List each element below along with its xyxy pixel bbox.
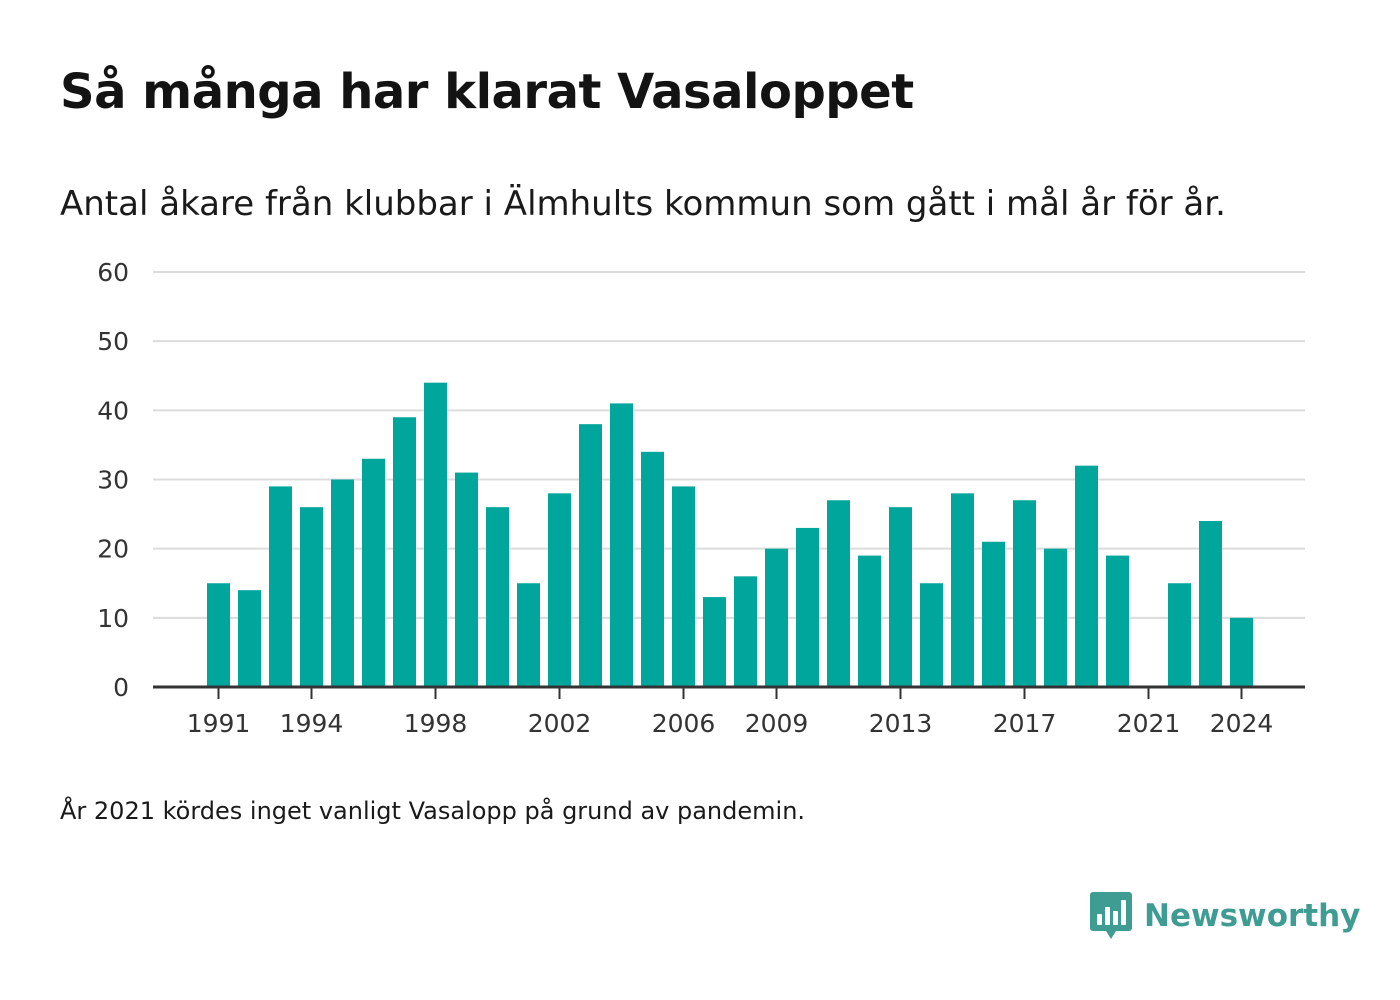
bar — [238, 590, 261, 687]
bar — [1199, 521, 1222, 687]
bar — [424, 382, 447, 687]
bar — [951, 493, 974, 687]
y-tick-label: 50 — [97, 327, 129, 356]
bar — [1044, 548, 1067, 687]
y-tick-label: 0 — [113, 673, 129, 702]
bar — [548, 493, 571, 687]
bar — [734, 576, 757, 687]
bar — [610, 403, 633, 687]
y-tick-label: 20 — [97, 535, 129, 564]
bar — [1168, 583, 1191, 687]
bar — [579, 424, 602, 687]
bar — [796, 527, 819, 687]
chart-subtitle: Antal åkare från klubbar i Älmhults komm… — [60, 184, 1226, 224]
bar-chart: 0 10 20 30 40 50 60 1991 1994 1998 2002 2006 2009 201… — [97, 258, 1305, 738]
x-tick-label: 2006 — [652, 709, 716, 738]
x-tick-label: 2013 — [869, 709, 933, 738]
bar — [517, 583, 540, 687]
y-tick-label: 60 — [97, 258, 129, 287]
bar — [1013, 500, 1036, 687]
y-tick-label: 40 — [97, 396, 129, 425]
bar — [486, 507, 509, 687]
x-tick-label: 1991 — [187, 709, 251, 738]
bar — [455, 472, 478, 687]
newsworthy-logo-icon — [1090, 892, 1132, 939]
bar — [1230, 617, 1253, 687]
bar — [207, 583, 230, 687]
x-tick-label: 2017 — [993, 709, 1057, 738]
bar — [331, 479, 354, 687]
bar — [1075, 465, 1098, 687]
footnote: År 2021 kördes inget vanligt Vasalopp på… — [60, 797, 806, 825]
y-tick-label: 10 — [97, 604, 129, 633]
chart-title: Så många har klarat Vasaloppet — [60, 64, 914, 120]
x-tick-label: 2009 — [745, 709, 809, 738]
bar — [641, 451, 664, 687]
bar — [889, 507, 912, 687]
x-tick-label: 1994 — [280, 709, 344, 738]
y-tick-label: 30 — [97, 466, 129, 495]
bar — [300, 507, 323, 687]
bar — [827, 500, 850, 687]
bar — [765, 548, 788, 687]
bar — [269, 486, 292, 687]
x-tick-label: 2024 — [1210, 709, 1274, 738]
bar — [703, 597, 726, 687]
bar — [1106, 555, 1129, 687]
brand-name: Newsworthy — [1144, 898, 1361, 934]
bar — [982, 541, 1005, 687]
x-tick-label: 2002 — [528, 709, 592, 738]
bar — [920, 583, 943, 687]
bar — [393, 417, 416, 687]
x-tick-label: 1998 — [404, 709, 468, 738]
brand-logo: Newsworthy — [1090, 892, 1360, 940]
bar — [672, 486, 695, 687]
bar — [858, 555, 881, 687]
x-tick-label: 2021 — [1117, 709, 1181, 738]
bar — [362, 458, 385, 687]
